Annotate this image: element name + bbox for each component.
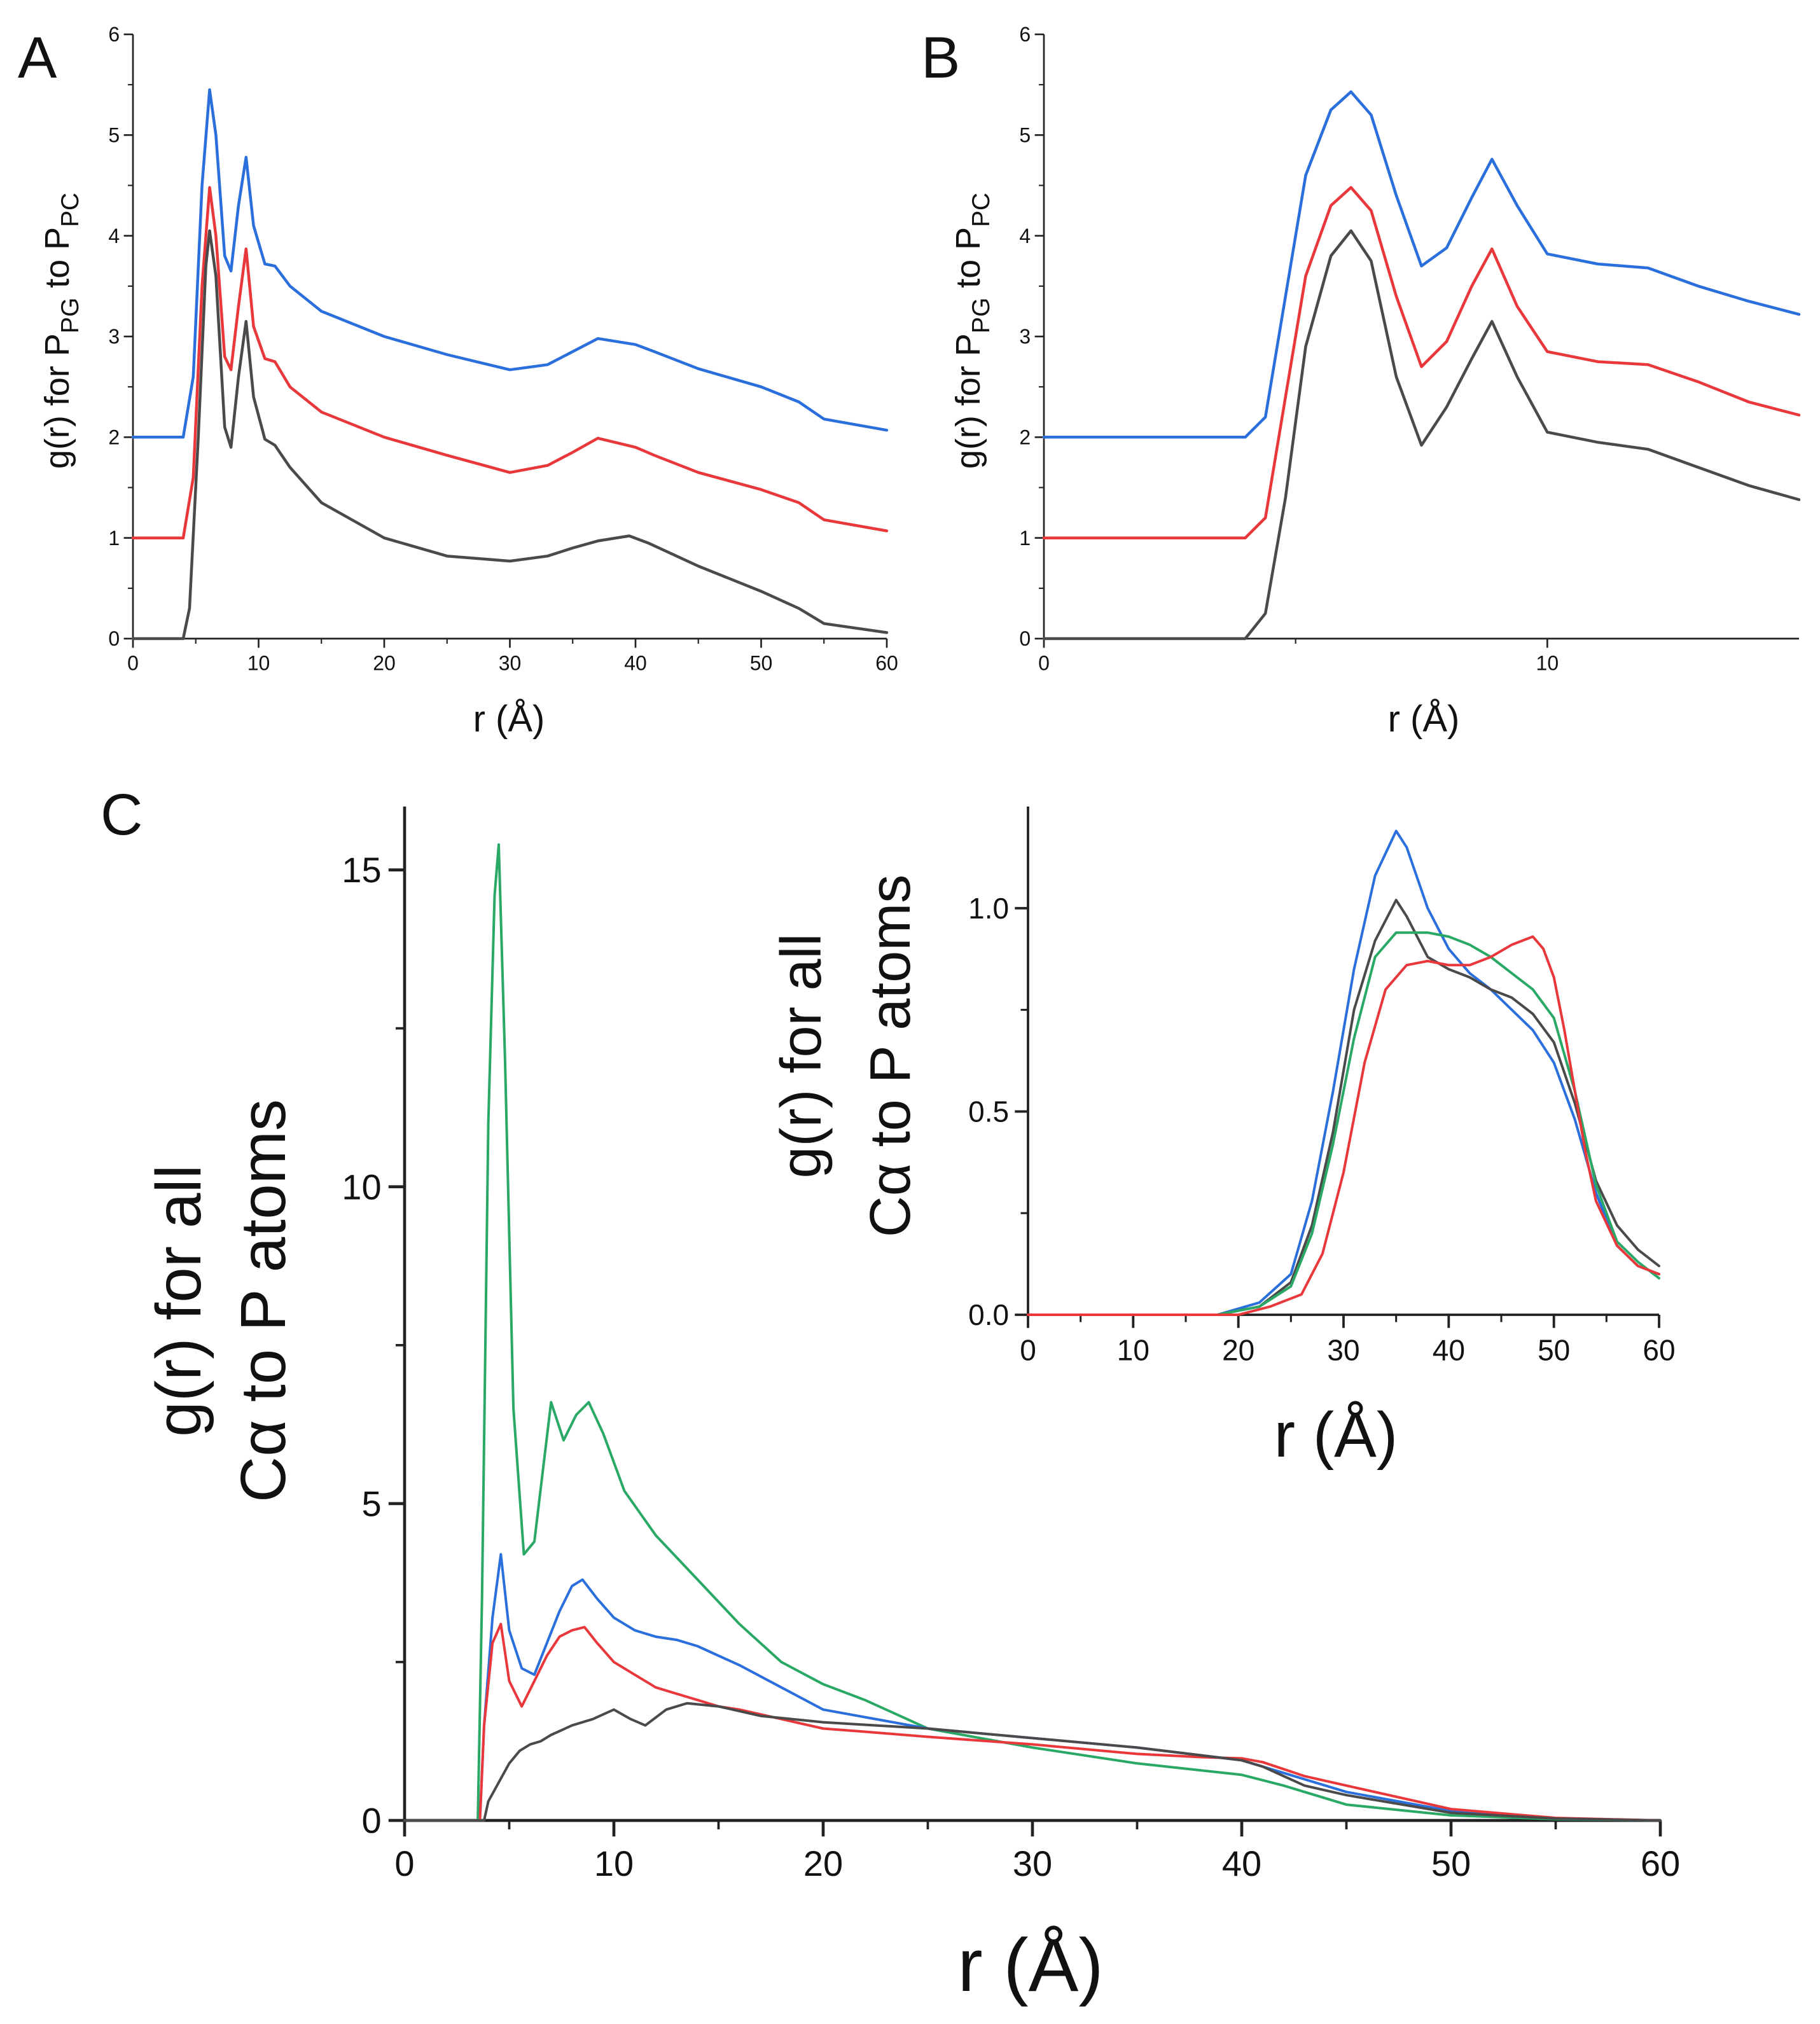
- y-tick-label: 2: [108, 426, 120, 449]
- y-tick-label: 10: [342, 1167, 381, 1207]
- x-tick-label: 0: [1020, 1333, 1036, 1366]
- y-tick-label: 5: [108, 124, 120, 147]
- series-line-blue: [403, 1553, 1662, 1822]
- y-tick-label: 2: [1019, 426, 1031, 449]
- y-tick-label: 0.0: [968, 1298, 1009, 1331]
- y-tick-label: 0: [108, 627, 120, 650]
- x-tick-label: 0: [394, 1843, 414, 1883]
- series-line-black: [1042, 229, 1801, 641]
- x-tick-label: 40: [624, 652, 647, 675]
- x-tick-label: 30: [499, 652, 522, 675]
- series-line-black: [131, 229, 889, 641]
- x-tick-label: 20: [803, 1843, 843, 1883]
- y-axis-label-sub: PG: [57, 298, 84, 333]
- x-tick-label: 20: [1222, 1333, 1254, 1366]
- x-tick-label: 40: [1222, 1843, 1261, 1883]
- series-line-green: [1027, 931, 1660, 1316]
- series-line-blue: [1042, 90, 1801, 439]
- x-tick-label: 0: [1038, 652, 1050, 675]
- y-axis-label-sub: PC: [57, 193, 84, 227]
- x-tick-label: 50: [750, 652, 773, 675]
- x-tick-label: 60: [875, 652, 898, 675]
- series-line-black: [1027, 899, 1660, 1316]
- x-tick-label: 10: [1117, 1333, 1150, 1366]
- panel-label-b: B: [921, 25, 960, 90]
- y-tick-label: 4: [108, 225, 120, 247]
- series-line-red: [1027, 935, 1660, 1316]
- panel-inset: 0 10 20 30 40 50 60 0.0 0.5 1.0: [968, 807, 1676, 1366]
- series-line-black: [403, 1702, 1662, 1822]
- y-tick-label: 6: [108, 23, 120, 46]
- y-axis-label-sub: PG: [968, 298, 995, 333]
- x-tick-label: 30: [1327, 1333, 1359, 1366]
- y-axis-label-part: g(r) for P: [38, 333, 76, 469]
- y-tick-label: 0: [1019, 627, 1031, 650]
- y-tick-label: 1: [108, 527, 120, 550]
- x-tick-label: 60: [1643, 1333, 1675, 1366]
- series-line-green: [403, 843, 1662, 1822]
- x-tick-label: 60: [1641, 1843, 1680, 1883]
- y-tick-label: 15: [342, 850, 381, 890]
- panel-a: 0 10 20 30 40 50 60 0 1 2 3 4 5 6: [108, 23, 898, 674]
- series-line-red: [131, 186, 889, 539]
- x-tick-label: 30: [1013, 1843, 1052, 1883]
- x-axis-label-a: r (Å): [473, 698, 545, 740]
- x-tick-label: 40: [1433, 1333, 1465, 1366]
- y-axis-label-c-line1: g(r) for all: [143, 1165, 214, 1437]
- y-axis-label-inset-line2: Cα to P atoms: [859, 875, 922, 1238]
- y-axis-label-a: g(r) for PPG to PPC: [38, 193, 84, 469]
- y-tick-label: 5: [361, 1483, 381, 1523]
- panel-label-c: C: [101, 782, 142, 847]
- x-axis-label-inset: r (Å): [1274, 1399, 1398, 1471]
- y-tick-label: 3: [108, 325, 120, 348]
- x-tick-label: 50: [1431, 1843, 1471, 1883]
- x-tick-label: 10: [1536, 652, 1559, 675]
- y-tick-label: 5: [1019, 124, 1031, 147]
- x-axis-label-c: r (Å): [957, 1923, 1103, 2007]
- panel-b: 0 10 0 1 2 3 4 5 6: [1019, 23, 1801, 675]
- series-line-red: [1042, 186, 1801, 539]
- x-tick-label: 10: [247, 652, 270, 675]
- panel-c: 0 10 20 30 40 50 60 0 5 10 15: [342, 807, 1680, 1883]
- y-tick-label: 4: [1019, 225, 1031, 247]
- y-tick-label: 1.0: [968, 892, 1009, 925]
- y-tick-label: 1: [1019, 527, 1031, 550]
- y-axis-label-part: g(r) for P: [949, 333, 987, 469]
- x-tick-label: 0: [127, 652, 139, 675]
- y-axis-label-sub: PC: [968, 193, 995, 227]
- y-axis-label-part: to P: [949, 227, 987, 298]
- y-tick-label: 3: [1019, 325, 1031, 348]
- y-tick-label: 0.5: [968, 1095, 1009, 1128]
- x-tick-label: 10: [594, 1843, 634, 1883]
- series-line-blue: [131, 88, 889, 439]
- panel-label-a: A: [18, 25, 57, 90]
- x-tick-label: 50: [1538, 1333, 1570, 1366]
- y-tick-label: 0: [361, 1801, 381, 1841]
- y-axis-label-c-line2: Cα to P atoms: [228, 1099, 299, 1502]
- y-axis-label-part: to P: [38, 227, 76, 298]
- series-line-red: [403, 1623, 1662, 1822]
- x-tick-label: 20: [373, 652, 396, 675]
- x-axis-label-b: r (Å): [1388, 698, 1460, 740]
- y-tick-label: 6: [1019, 23, 1031, 46]
- y-axis-label-inset-line1: g(r) for all: [770, 933, 833, 1178]
- y-axis-label-b: g(r) for PPG to PPC: [949, 193, 995, 469]
